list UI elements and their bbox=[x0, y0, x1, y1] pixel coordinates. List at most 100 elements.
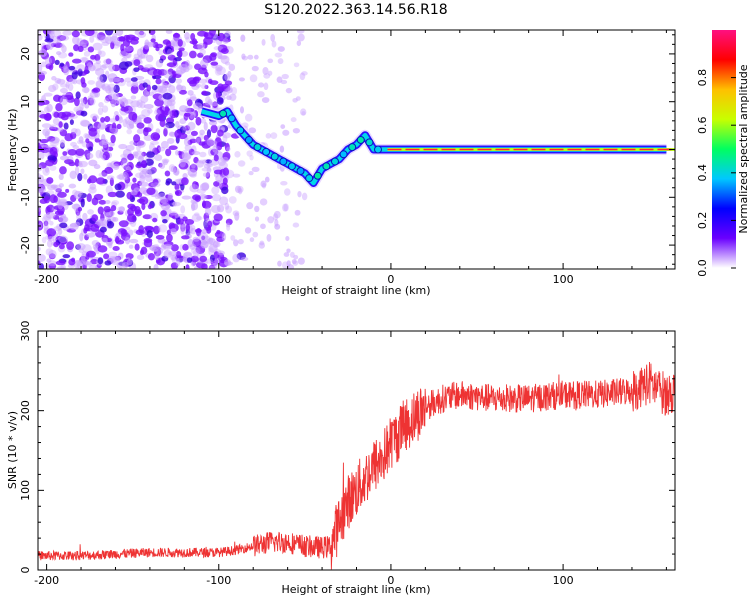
noise-blob bbox=[87, 46, 95, 53]
noise-blob bbox=[43, 213, 51, 221]
noise-blob bbox=[174, 149, 180, 156]
noise-blob bbox=[186, 99, 193, 107]
noise-blob bbox=[38, 207, 41, 217]
noise-blob bbox=[233, 239, 239, 247]
noise-blob bbox=[204, 207, 212, 216]
noise-blob bbox=[162, 39, 171, 45]
noise-blob bbox=[143, 127, 152, 133]
noise-blob bbox=[297, 190, 302, 198]
noise-blob bbox=[163, 127, 168, 137]
noise-blob bbox=[105, 58, 112, 65]
noise-blob bbox=[192, 249, 200, 257]
x-tick-label: -200 bbox=[34, 574, 59, 587]
noise-blob bbox=[46, 177, 54, 184]
noise-blob bbox=[74, 97, 80, 107]
snr-series-line bbox=[38, 362, 675, 570]
noise-blob bbox=[120, 157, 128, 164]
noise-blob bbox=[127, 213, 137, 223]
noise-blob bbox=[103, 205, 111, 213]
noise-blob bbox=[111, 64, 121, 72]
noise-blob bbox=[285, 236, 290, 242]
noise-blob bbox=[138, 114, 146, 120]
noise-blob bbox=[101, 237, 108, 243]
noise-blob bbox=[248, 171, 254, 176]
noise-blob bbox=[213, 213, 223, 222]
x-tick-label: 0 bbox=[387, 273, 394, 286]
noise-blob bbox=[181, 224, 187, 232]
noise-blob bbox=[48, 30, 55, 39]
noise-blob bbox=[104, 260, 112, 266]
noise-blob bbox=[294, 209, 301, 216]
noise-blob bbox=[125, 51, 132, 59]
noise-blob bbox=[170, 244, 179, 252]
noise-blob bbox=[112, 245, 120, 252]
noise-blob bbox=[207, 78, 213, 84]
noise-blob bbox=[241, 55, 248, 61]
noise-blob bbox=[185, 264, 190, 269]
y-tick-label: -10 bbox=[19, 188, 32, 206]
noise-blob bbox=[125, 116, 130, 125]
noise-blob bbox=[97, 245, 108, 253]
noise-blob bbox=[150, 182, 161, 188]
noise-blob bbox=[124, 45, 134, 54]
noise-blob bbox=[147, 108, 153, 114]
noise-blob bbox=[58, 243, 65, 250]
snr-y-axis-label: SNR (10 * v/v) bbox=[6, 411, 19, 489]
noise-blob bbox=[92, 87, 101, 93]
noise-blob bbox=[144, 39, 150, 46]
noise-blob bbox=[277, 260, 282, 267]
noise-blob bbox=[132, 80, 139, 88]
noise-blob bbox=[297, 257, 305, 265]
noise-blob bbox=[226, 224, 231, 232]
noise-blob bbox=[234, 151, 241, 158]
noise-blob bbox=[63, 122, 69, 130]
noise-blob bbox=[67, 83, 74, 91]
noise-blob bbox=[160, 112, 168, 118]
noise-blob bbox=[115, 30, 124, 37]
noise-blob bbox=[112, 32, 118, 41]
noise-blob bbox=[249, 74, 258, 83]
noise-blob bbox=[217, 51, 222, 60]
noise-blob bbox=[113, 256, 121, 261]
noise-blob bbox=[248, 127, 257, 134]
noise-blob bbox=[134, 209, 143, 217]
noise-blob bbox=[117, 228, 127, 235]
noise-blob bbox=[103, 58, 113, 66]
noise-blob bbox=[274, 218, 279, 227]
y-tick-label: 200 bbox=[19, 400, 32, 421]
noise-blob bbox=[187, 77, 198, 85]
noise-blob bbox=[118, 143, 128, 150]
noise-blob bbox=[183, 66, 190, 73]
noise-blob bbox=[103, 97, 110, 104]
noise-blob bbox=[225, 218, 233, 226]
noise-blob bbox=[63, 65, 69, 73]
noise-blob bbox=[54, 210, 65, 216]
noise-blob bbox=[96, 32, 106, 41]
noise-blob bbox=[83, 132, 89, 139]
noise-blob bbox=[166, 48, 173, 58]
noise-blob bbox=[81, 82, 87, 88]
noise-blob bbox=[44, 166, 50, 173]
noise-blob bbox=[108, 241, 113, 249]
noise-blob bbox=[84, 30, 95, 37]
noise-blob bbox=[87, 97, 95, 106]
noise-blob bbox=[154, 154, 163, 162]
noise-blob bbox=[195, 116, 202, 126]
noise-blob bbox=[118, 206, 125, 213]
noise-blob bbox=[210, 223, 217, 231]
noise-blob bbox=[124, 236, 131, 245]
noise-blob bbox=[200, 83, 208, 90]
noise-blob bbox=[158, 191, 165, 197]
noise-blob bbox=[83, 86, 90, 94]
noise-blob bbox=[201, 235, 206, 241]
noise-blob bbox=[110, 204, 117, 212]
noise-blob bbox=[49, 220, 54, 226]
noise-blob bbox=[86, 178, 92, 184]
noise-blob bbox=[126, 81, 132, 87]
noise-blob bbox=[136, 254, 145, 260]
noise-blob bbox=[38, 222, 43, 229]
noise-blob bbox=[85, 138, 90, 144]
noise-blob bbox=[252, 231, 259, 238]
noise-blob bbox=[105, 85, 112, 94]
